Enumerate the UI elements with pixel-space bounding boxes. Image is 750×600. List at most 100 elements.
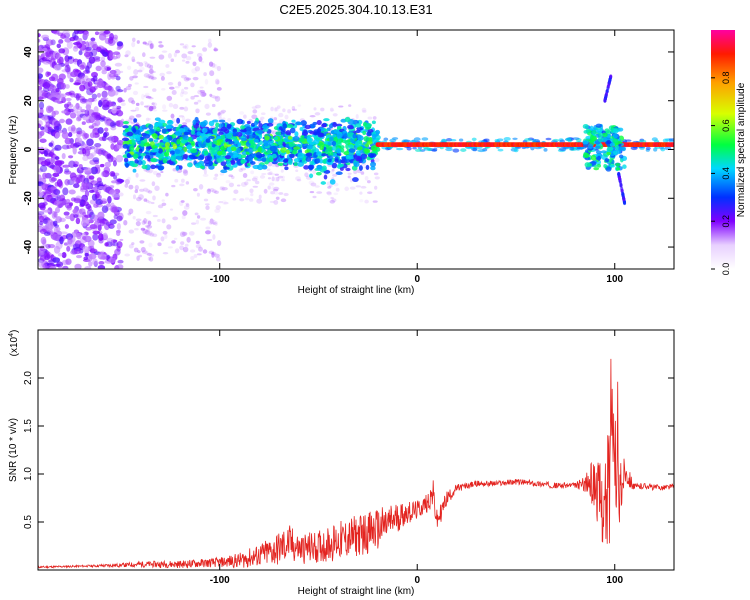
y-tick-label: 1.5 bbox=[23, 419, 34, 433]
heatmap-cell bbox=[128, 229, 135, 234]
heatmap-cell bbox=[215, 205, 221, 210]
heatmap-cell bbox=[261, 112, 266, 115]
heatmap-cell bbox=[73, 248, 82, 255]
heatmap-cell bbox=[582, 140, 589, 145]
heatmap-cell bbox=[164, 142, 171, 148]
y-tick-label: 0 bbox=[23, 146, 34, 152]
heatmap-cell bbox=[116, 215, 123, 222]
heatmap-cell bbox=[109, 219, 117, 225]
heatmap-cell bbox=[277, 139, 283, 146]
heatmap-cell bbox=[92, 157, 100, 163]
heatmap-cell bbox=[53, 245, 61, 254]
heatmap-cell bbox=[147, 230, 153, 236]
heatmap-cell bbox=[198, 246, 203, 252]
heatmap-cell bbox=[62, 265, 69, 269]
heatmap-cell bbox=[151, 76, 157, 80]
heatmap-cell bbox=[191, 68, 198, 74]
heatmap-cell bbox=[51, 210, 57, 219]
heatmap-cell bbox=[181, 215, 186, 220]
heatmap-cell bbox=[45, 121, 50, 129]
heatmap-cell bbox=[58, 48, 66, 54]
heatmap-cell bbox=[309, 191, 315, 194]
heatmap-cell bbox=[213, 176, 218, 181]
heatmap-cell bbox=[38, 174, 42, 182]
heatmap-cell bbox=[74, 263, 82, 269]
heatmap-cell bbox=[154, 122, 159, 128]
heatmap-cell bbox=[167, 81, 174, 86]
heatmap-cell bbox=[211, 148, 218, 154]
heatmap-cell bbox=[145, 117, 150, 122]
heatmap-cell bbox=[601, 132, 608, 138]
heatmap-cell bbox=[118, 192, 124, 197]
heatmap-cell bbox=[361, 107, 367, 113]
heatmap-cell bbox=[182, 153, 188, 160]
heatmap-cell bbox=[208, 61, 214, 67]
heatmap-cell bbox=[47, 91, 53, 100]
heatmap-cell bbox=[349, 186, 356, 190]
heatmap-cell bbox=[144, 155, 151, 159]
heatmap-cell bbox=[81, 40, 86, 45]
heatmap-cell bbox=[69, 112, 77, 119]
heatmap-cell bbox=[94, 142, 102, 148]
heatmap-cell bbox=[227, 118, 231, 122]
heatmap-cell bbox=[157, 204, 164, 209]
heatmap-cell bbox=[373, 172, 379, 176]
heatmap-cell bbox=[215, 122, 220, 128]
heatmap-cell bbox=[347, 172, 352, 175]
heatmap-cell bbox=[54, 207, 61, 214]
heatmap-cell bbox=[66, 245, 71, 252]
heatmap-cell bbox=[221, 151, 227, 156]
heatmap-cell bbox=[53, 30, 60, 35]
heatmap-cell bbox=[185, 118, 191, 123]
heatmap-cell bbox=[143, 94, 150, 98]
heatmap-cell bbox=[267, 162, 273, 167]
heatmap-cell bbox=[600, 150, 607, 154]
heatmap-cell bbox=[332, 134, 337, 138]
heatmap-cell bbox=[101, 90, 108, 98]
heatmap-cell bbox=[226, 146, 233, 152]
heatmap-cell bbox=[172, 216, 179, 221]
heatmap-cell bbox=[82, 147, 87, 155]
heatmap-cell bbox=[152, 195, 156, 201]
heatmap-cell bbox=[138, 148, 143, 154]
heatmap-cell bbox=[300, 135, 305, 139]
heatmap-cell bbox=[367, 191, 373, 195]
heatmap-cell bbox=[99, 163, 105, 168]
heatmap-cell bbox=[101, 205, 109, 213]
heatmap-cell bbox=[582, 123, 589, 129]
heatmap-cell bbox=[145, 224, 150, 228]
heatmap-cell bbox=[359, 199, 364, 203]
heatmap-cell bbox=[150, 43, 155, 49]
heatmap-cell bbox=[88, 253, 97, 260]
heatmap-cell bbox=[345, 167, 351, 172]
heatmap-cell bbox=[597, 163, 601, 168]
heatmap-cell bbox=[256, 198, 263, 204]
heatmap-cell bbox=[39, 107, 44, 115]
heatmap-cell bbox=[273, 186, 280, 191]
heatmap-cell bbox=[151, 105, 157, 110]
y-tick-label: -20 bbox=[23, 191, 34, 206]
heatmap-cell bbox=[622, 164, 627, 169]
heatmap-cell bbox=[142, 41, 147, 45]
heatmap-cell bbox=[114, 248, 121, 256]
heatmap-cell bbox=[201, 127, 208, 134]
heatmap-cell bbox=[228, 182, 235, 188]
heatmap-cell bbox=[294, 131, 299, 137]
heatmap-cell bbox=[372, 200, 378, 203]
heatmap-cell bbox=[38, 181, 44, 187]
heatmap-cell bbox=[199, 86, 204, 89]
heatmap-cell bbox=[205, 205, 210, 210]
heatmap-cell bbox=[45, 39, 54, 46]
heatmap-cell bbox=[313, 107, 317, 111]
heatmap-cell bbox=[270, 191, 275, 195]
heatmap-cell bbox=[299, 138, 305, 142]
heatmap-cell bbox=[335, 171, 343, 175]
heatmap-cell bbox=[135, 218, 142, 222]
heatmap-cell bbox=[291, 119, 296, 123]
heatmap-cell bbox=[161, 128, 167, 134]
heatmap-cell bbox=[250, 192, 254, 197]
heatmap-cell bbox=[208, 120, 215, 127]
heatmap-cell bbox=[237, 142, 242, 148]
heatmap-cell bbox=[271, 153, 277, 159]
heatmap-cell bbox=[181, 231, 188, 236]
